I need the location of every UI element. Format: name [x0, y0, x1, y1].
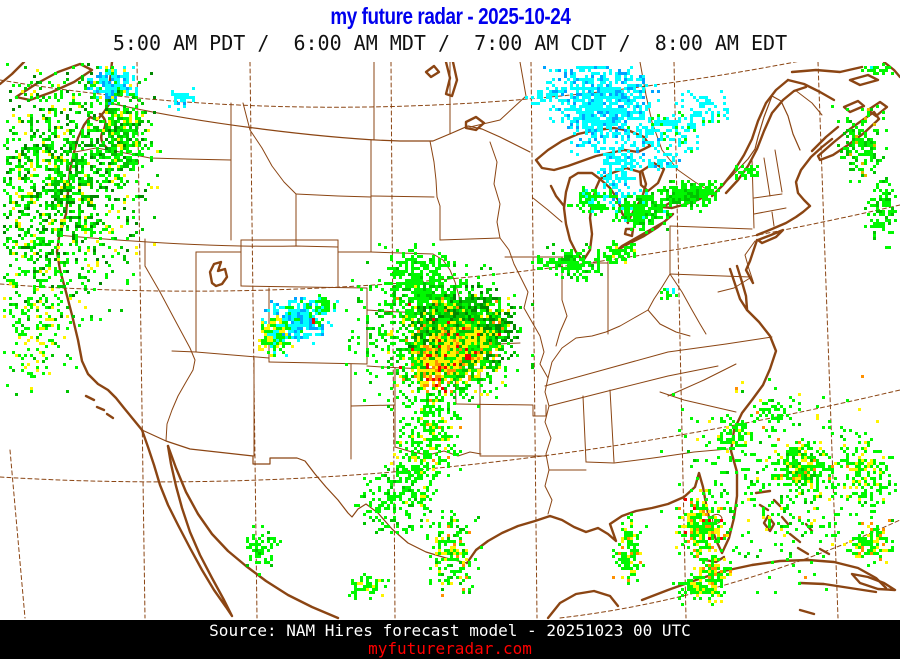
- state-border: [753, 207, 787, 215]
- state-border: [717, 277, 751, 293]
- state-border: [763, 157, 771, 197]
- state-border: [585, 461, 615, 464]
- coastline: [772, 498, 782, 508]
- latitude-gridline: [0, 39, 900, 108]
- coastline: [95, 405, 106, 412]
- state-border: [532, 197, 563, 223]
- coastline: [140, 428, 234, 618]
- state-border: [609, 389, 615, 463]
- source-label: Source: NAM Hires forecast model - 20251…: [209, 621, 691, 640]
- state-border: [544, 343, 727, 387]
- coastline: [798, 581, 878, 594]
- state-border: [774, 149, 783, 193]
- footer-bar: Source: NAM Hires forecast model - 20251…: [0, 620, 900, 659]
- coastline: [850, 572, 897, 592]
- radar-map: [0, 39, 900, 620]
- state-border: [744, 240, 756, 282]
- state-border: [429, 140, 438, 198]
- page-title: my future radar - 2025-10-24: [329, 3, 571, 29]
- coastline: [710, 78, 790, 198]
- coastline: [882, 60, 900, 79]
- timezone-subtitle: 5:00 AM PDT / 6:00 AM MDT / 7:00 AM CDT …: [112, 31, 788, 55]
- coastline: [84, 394, 96, 402]
- coastline: [0, 60, 26, 86]
- state-border: [647, 309, 691, 337]
- province-border: [639, 61, 712, 193]
- coastline: [866, 100, 889, 118]
- coastline: [465, 308, 778, 565]
- coastline: [788, 532, 802, 544]
- state-border: [242, 102, 297, 195]
- state-border: [582, 395, 587, 463]
- state-border: [669, 273, 751, 278]
- coastline: [762, 514, 776, 533]
- coastline: [534, 126, 652, 172]
- state-border: [753, 193, 783, 199]
- state-border: [669, 225, 753, 230]
- longitude-gridline: [390, 61, 396, 619]
- coastline: [105, 412, 115, 420]
- header: my future radar - 2025-10-24 5:00 AM PDT…: [0, 0, 900, 62]
- coastline: [790, 65, 864, 74]
- coastline: [549, 184, 566, 208]
- province-border: [794, 89, 823, 116]
- state-border: [725, 336, 773, 345]
- coastline: [754, 489, 772, 495]
- coastline: [755, 137, 834, 237]
- state-border: [295, 193, 372, 198]
- state-border: [771, 211, 775, 227]
- coastline: [810, 125, 840, 153]
- coastline: [744, 238, 759, 285]
- state-border: [171, 350, 270, 359]
- state-border: [240, 285, 368, 289]
- state-border: [555, 256, 568, 347]
- coastline: [756, 228, 785, 245]
- coastline: [424, 64, 441, 79]
- state-border: [647, 273, 671, 311]
- state-border: [268, 361, 368, 365]
- province-border: [469, 61, 527, 128]
- coastline: [796, 546, 810, 556]
- state-border: [455, 403, 547, 417]
- state-border: [370, 195, 435, 198]
- state-border: [669, 273, 707, 335]
- coastline: [562, 176, 585, 263]
- state-border: [613, 448, 729, 464]
- state-border: [548, 365, 719, 407]
- state-border: [667, 363, 737, 397]
- longitude-gridline: [9, 449, 26, 619]
- longitude-gridline: [249, 61, 258, 619]
- coastline: [780, 515, 790, 526]
- coastline: [546, 589, 620, 620]
- conus-forecast-map: [0, 39, 900, 620]
- coastline: [166, 444, 340, 620]
- radar-echoes: [3, 63, 897, 606]
- coastline: [786, 78, 836, 102]
- national-border: [141, 429, 468, 564]
- state-border: [489, 141, 553, 515]
- coastline: [208, 260, 229, 288]
- state-border: [439, 237, 501, 241]
- state-border: [337, 251, 434, 255]
- latitude-gridline: [0, 389, 900, 483]
- coastline: [568, 171, 602, 181]
- state-border: [547, 309, 649, 379]
- longitude-gridline: [530, 61, 538, 619]
- state-border: [436, 196, 441, 241]
- coastline: [735, 264, 749, 311]
- state-border: [56, 234, 339, 248]
- latitude-gridline: [559, 519, 900, 619]
- coastline: [798, 608, 816, 616]
- coastline: [703, 555, 726, 564]
- coastline: [728, 267, 749, 312]
- coastline: [464, 115, 486, 132]
- coastline: [581, 177, 602, 263]
- coastline: [444, 60, 459, 98]
- coastline: [818, 547, 831, 556]
- national-border: [109, 102, 531, 153]
- coastline: [848, 73, 880, 87]
- website-link[interactable]: myfutureradar.com: [368, 639, 532, 659]
- state-border: [144, 265, 196, 442]
